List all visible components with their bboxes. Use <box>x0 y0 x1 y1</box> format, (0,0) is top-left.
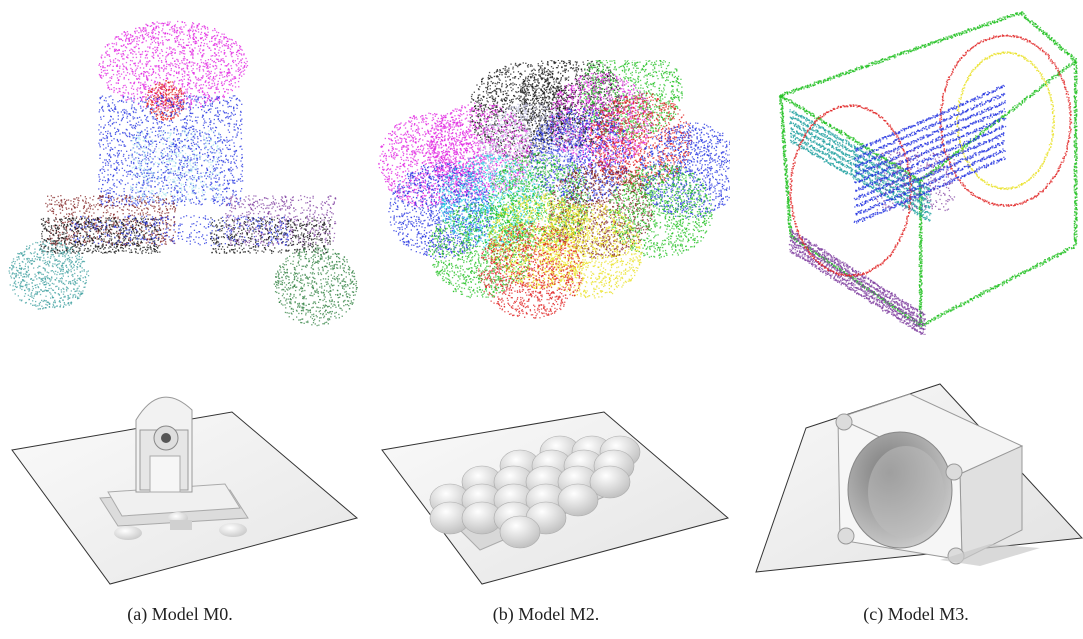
pointcloud-m0 <box>0 0 360 330</box>
caption-b: (b) Model M2. <box>366 604 726 625</box>
pointcloud-m2 <box>370 60 730 330</box>
caption-a: (a) Model M0. <box>0 604 360 625</box>
render-m2 <box>370 380 730 595</box>
render-m0-canvas <box>0 380 360 595</box>
render-m0 <box>0 380 360 595</box>
pointcloud-m3-canvas <box>760 0 1083 335</box>
caption-c: (c) Model M3. <box>736 604 1083 625</box>
render-m3-canvas <box>740 380 1083 595</box>
pointcloud-m0-canvas <box>0 0 360 330</box>
pointcloud-m3 <box>760 0 1083 335</box>
bump <box>500 516 540 548</box>
render-m2-canvas <box>370 380 730 595</box>
pointcloud-m2-canvas <box>370 60 730 330</box>
render-m3 <box>740 380 1083 595</box>
